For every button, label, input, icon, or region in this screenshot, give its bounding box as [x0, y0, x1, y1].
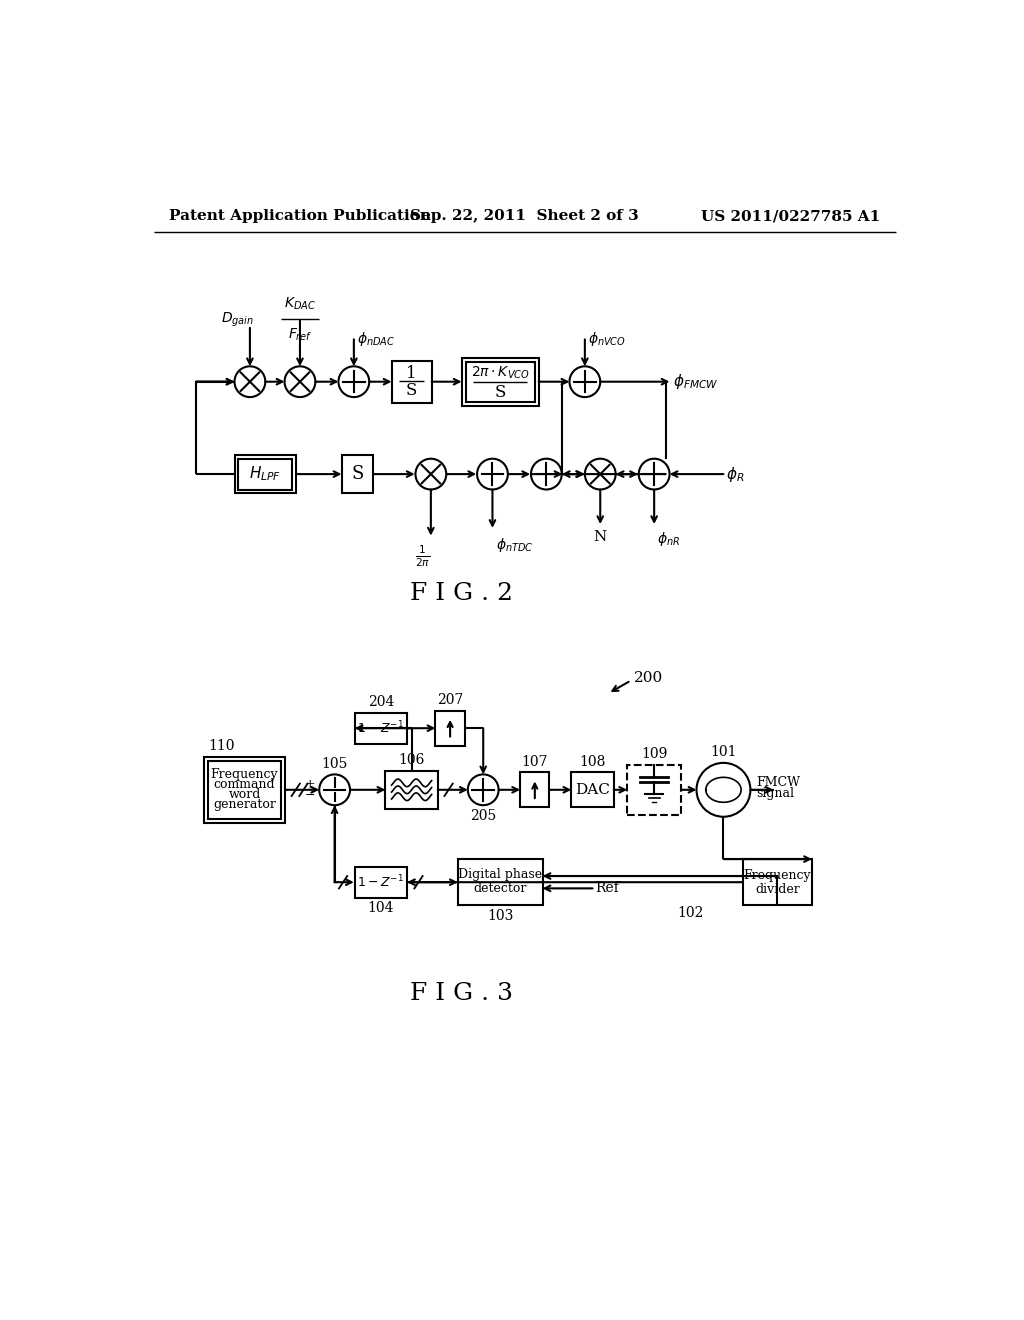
Text: $1-Z^{-1}$: $1-Z^{-1}$	[357, 719, 404, 737]
Text: 101: 101	[711, 744, 736, 759]
Text: F I G . 3: F I G . 3	[411, 982, 513, 1006]
Text: $D_{gain}$: $D_{gain}$	[220, 312, 254, 329]
Text: $H_{LPF}$: $H_{LPF}$	[249, 465, 282, 483]
Text: 108: 108	[580, 755, 606, 768]
Text: 107: 107	[521, 755, 548, 768]
Text: Digital phase: Digital phase	[458, 869, 543, 880]
Text: $\phi_{FMCW}$: $\phi_{FMCW}$	[673, 372, 719, 391]
Text: Frequency: Frequency	[211, 768, 279, 781]
Text: N: N	[594, 529, 607, 544]
Text: +: +	[305, 777, 315, 791]
Bar	[742, 859, 812, 906]
Text: F I G . 2: F I G . 2	[411, 582, 513, 605]
Bar	[628, 764, 681, 814]
Text: FMCW: FMCW	[757, 776, 801, 788]
Bar	[354, 713, 407, 743]
Text: $\phi_{nTDC}$: $\phi_{nTDC}$	[496, 536, 534, 553]
Text: divider: divider	[755, 883, 800, 896]
Text: 205: 205	[470, 809, 497, 822]
Text: $\phi_R$: $\phi_R$	[726, 465, 744, 483]
Text: Frequency: Frequency	[743, 869, 811, 882]
Text: S: S	[495, 384, 506, 401]
Text: signal: signal	[757, 787, 795, 800]
Bar	[385, 771, 438, 809]
Text: −: −	[305, 788, 315, 801]
Bar	[391, 360, 432, 403]
Text: word: word	[228, 788, 261, 801]
Bar	[204, 758, 285, 822]
Text: 207: 207	[437, 693, 463, 708]
Text: DAC: DAC	[575, 783, 610, 797]
Bar	[239, 459, 292, 490]
Text: $2\pi \cdot K_{VCO}$: $2\pi \cdot K_{VCO}$	[471, 364, 529, 380]
Text: $\phi_{nDAC}$: $\phi_{nDAC}$	[357, 330, 395, 348]
Bar	[342, 455, 373, 494]
Text: $1-Z^{-1}$: $1-Z^{-1}$	[357, 874, 404, 891]
Text: S: S	[351, 465, 364, 483]
Text: US 2011/0227785 A1: US 2011/0227785 A1	[701, 209, 881, 223]
Text: 104: 104	[368, 902, 394, 915]
Text: detector: detector	[473, 882, 526, 895]
Bar	[208, 760, 282, 818]
Bar	[435, 711, 465, 746]
Bar	[458, 859, 543, 906]
Text: 106: 106	[398, 752, 425, 767]
Text: 105: 105	[322, 756, 348, 771]
Bar	[354, 867, 407, 898]
Text: 102: 102	[677, 906, 703, 920]
Text: 204: 204	[368, 696, 394, 709]
Bar	[520, 772, 550, 807]
Text: S: S	[406, 383, 418, 400]
Text: 1: 1	[407, 366, 417, 383]
Text: $K_{DAC}$: $K_{DAC}$	[284, 296, 316, 313]
Text: $\phi_{nR}$: $\phi_{nR}$	[657, 529, 680, 548]
Text: Ref: Ref	[595, 882, 618, 895]
Bar	[466, 362, 535, 401]
Bar	[571, 772, 613, 807]
Text: generator: generator	[213, 797, 275, 810]
Bar	[462, 358, 539, 405]
Text: 109: 109	[641, 747, 668, 762]
Text: 103: 103	[487, 909, 513, 923]
Text: Sep. 22, 2011  Sheet 2 of 3: Sep. 22, 2011 Sheet 2 of 3	[411, 209, 639, 223]
Text: 110: 110	[208, 739, 234, 754]
Bar	[234, 455, 296, 494]
Text: $F_{ref}$: $F_{ref}$	[288, 326, 312, 343]
Text: Patent Application Publication: Patent Application Publication	[169, 209, 431, 223]
Text: $\frac{1}{2\pi}$: $\frac{1}{2\pi}$	[416, 544, 431, 569]
Text: command: command	[214, 777, 275, 791]
Text: 200: 200	[634, 671, 664, 685]
Text: $\phi_{nVCO}$: $\phi_{nVCO}$	[588, 330, 626, 348]
